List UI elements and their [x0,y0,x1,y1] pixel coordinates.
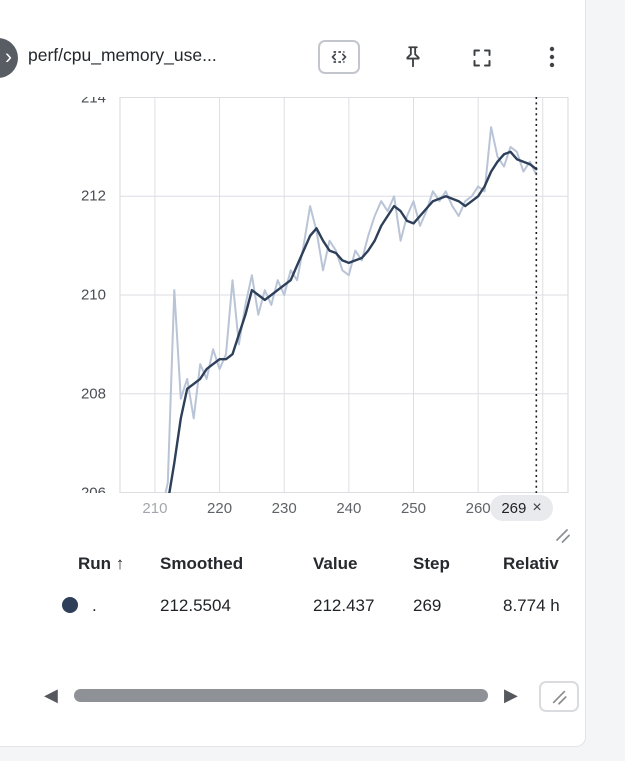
x-tick-label: 220 [207,500,233,517]
chart-resize-handle[interactable] [551,525,573,545]
value-cell: 212.437 [313,596,375,615]
column-header-run[interactable]: Run ↑ [78,554,125,573]
line-series [168,150,538,493]
column-header-relative: Relativ [503,554,559,573]
chevron-right-icon: › [5,45,12,69]
run-name-cell[interactable]: . [92,596,97,615]
scroll-right-button[interactable]: ▶ [504,684,518,706]
x-tick-label: 210 [142,500,168,517]
y-tick-label: 206 [80,484,106,493]
kebab-menu-icon [549,46,555,68]
y-tick-label: 212 [80,187,106,205]
crosshair-step-pill[interactable]: 269 × [490,495,553,521]
column-header-smoothed: Smoothed [160,554,244,573]
scroll-left-icon: ◀ [44,685,58,705]
chart-panel-card: perf/cpu_memory_use... [0,0,586,747]
fullscreen-icon [473,49,491,67]
panel-menu-button[interactable] [538,43,566,71]
column-header-value: Value [313,554,358,573]
table-row[interactable]: . 212.5504 212.437 269 8.774 h [0,592,585,620]
line-chart-svg [119,97,569,493]
tooltip-table-header: Run ↑ Smoothed Value Step Relativ [0,550,585,578]
chart-plot-area[interactable]: 206 208 210 212 214 [0,97,585,493]
run-color-dot [62,597,78,613]
crosshair-step-value: 269 [501,499,527,517]
smoothed-value-cell: 212.5504 [160,596,231,615]
fullscreen-button[interactable] [469,45,495,71]
y-tick-label: 210 [80,286,106,304]
column-header-step: Step [413,554,450,573]
pin-button[interactable] [399,43,427,71]
x-tick-label: 230 [271,500,297,517]
horizontal-scrollbar-thumb[interactable] [74,689,488,702]
panel-resize-button[interactable] [539,681,579,712]
step-cell: 269 [413,596,442,615]
x-axis-row: 210 220 230 240 250 260 269 × [0,493,585,525]
panel-title: perf/cpu_memory_use... [28,45,217,65]
close-icon[interactable]: × [532,499,542,516]
x-tick-label: 260 [465,500,491,517]
prev-panel-button[interactable]: › [0,38,18,78]
x-tick-label: 240 [336,500,362,517]
scroll-right-icon: ▶ [504,685,518,705]
pin-icon [406,46,420,68]
scroll-left-button[interactable]: ◀ [44,684,58,706]
x-tick-label: 250 [400,500,426,517]
relative-time-cell: 8.774 h [503,596,560,615]
resize-grip-icon [552,690,567,705]
y-tick-label: 208 [80,385,106,403]
y-tick-label: 214 [80,97,106,106]
zoom-region-icon [331,51,347,63]
zoom-region-button[interactable] [318,40,360,74]
